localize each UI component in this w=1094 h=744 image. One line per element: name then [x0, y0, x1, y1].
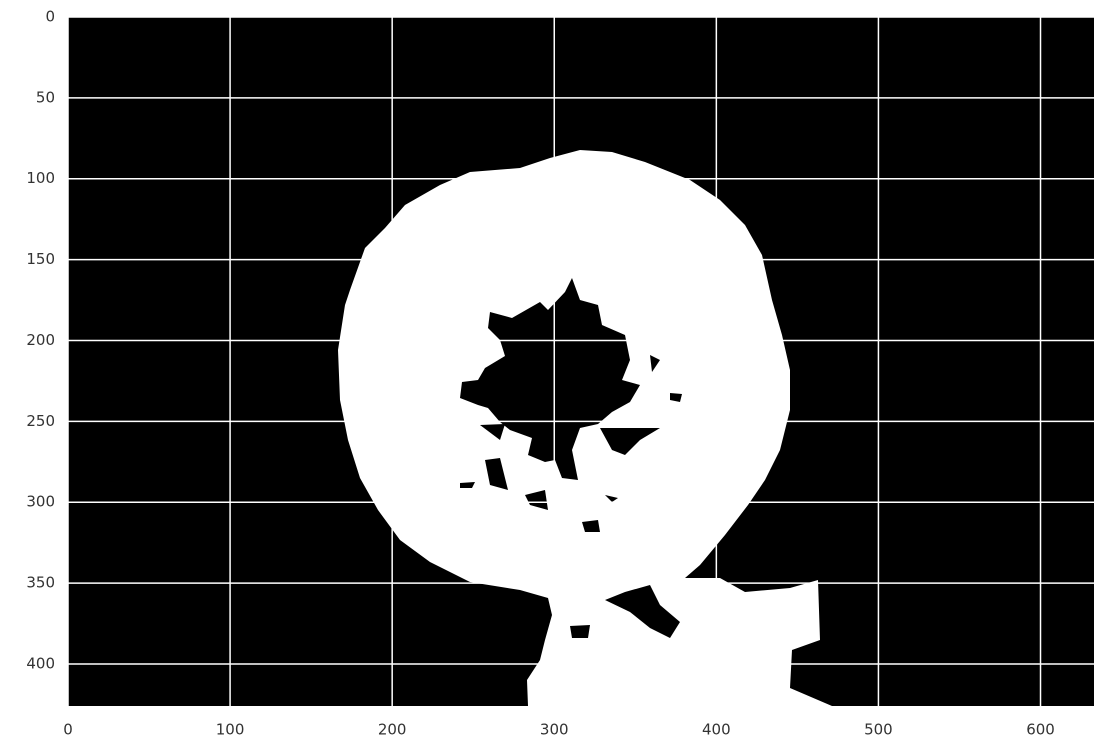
- mask-hole: [582, 520, 600, 532]
- y-tick-label: 300: [26, 493, 55, 511]
- y-tick-label: 50: [36, 88, 55, 106]
- page: {"chart_data": {"type": "image", "xlim":…: [0, 0, 1094, 744]
- mask-hole: [570, 625, 590, 638]
- x-tick-label: 100: [216, 721, 245, 739]
- x-tick-label: 600: [1026, 721, 1055, 739]
- y-tick-label: 350: [26, 574, 55, 592]
- x-tick-label: 300: [540, 721, 569, 739]
- y-tick-label: 150: [26, 250, 55, 268]
- x-tick-label: 0: [63, 721, 73, 739]
- y-tick-label: 100: [26, 169, 55, 187]
- y-tick-label: 400: [26, 654, 55, 672]
- x-tick-label: 400: [702, 721, 731, 739]
- x-tick-label: 500: [864, 721, 893, 739]
- y-tick-label: 200: [26, 331, 55, 349]
- y-tick-label: 250: [26, 412, 55, 430]
- x-tick-label: 200: [378, 721, 407, 739]
- chart: 0 100 200 300 400 500 600 0 50 100 150 200 250 300 350…: [0, 0, 1094, 744]
- y-tick-label: 0: [45, 8, 55, 26]
